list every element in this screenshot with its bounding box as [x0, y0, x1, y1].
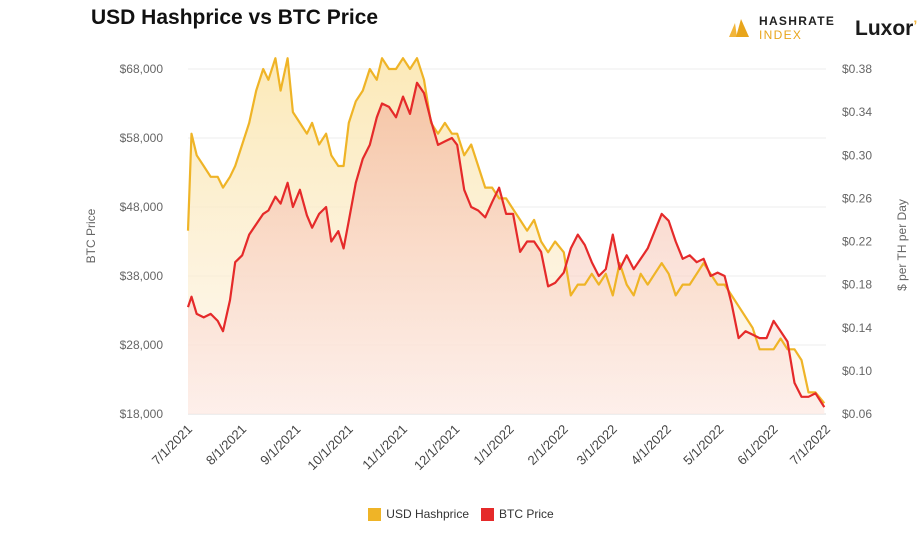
x-tick-label: 2/1/2022 [525, 422, 571, 468]
legend-swatch-hashprice [368, 507, 382, 521]
luxor-logo: Luxor’ [855, 17, 917, 41]
y-tick-label-left: $68,000 [120, 62, 164, 76]
x-tick-label: 11/1/2021 [359, 422, 410, 473]
y-axis-label-right: $ per TH per Day [895, 199, 909, 291]
y-tick-label-right: $0.30 [842, 148, 872, 162]
y-tick-label-right: $0.14 [842, 321, 872, 335]
right-axis-ticks: $0.06 $0.10 $0.14 $0.18 $0.22 $0.26 $0.30 $0.34… [842, 62, 872, 421]
x-tick-label: 5/1/2022 [680, 422, 726, 468]
x-tick-label: 9/1/2021 [257, 422, 303, 468]
x-tick-label: 10/1/2021 [304, 422, 356, 474]
legend: USD Hashprice BTC Price [0, 507, 922, 521]
hashrate-index-logo: HASHRATE INDEX [727, 14, 835, 42]
hashrate-index-icon [729, 19, 749, 37]
index-logo-text: INDEX [759, 28, 803, 42]
y-tick-label-right: $0.26 [842, 191, 872, 205]
y-tick-label-right: $0.10 [842, 364, 872, 378]
x-tick-label: 12/1/2021 [411, 422, 463, 474]
y-tick-label-right: $0.38 [842, 62, 872, 76]
x-tick-label: 1/1/2022 [470, 422, 516, 468]
left-axis-ticks: $18,000 $28,000 $38,000 $48,000 $58,000 $68,0… [120, 62, 164, 421]
x-tick-label: 8/1/2021 [203, 422, 249, 468]
hashprice-line [186, 57, 826, 404]
y-tick-label-left: $28,000 [120, 338, 164, 352]
y-tick-label-left: $18,000 [120, 407, 164, 421]
chart-title: USD Hashprice vs BTC Price [91, 6, 379, 29]
legend-label-btc-price: BTC Price [499, 507, 554, 521]
luxor-logo-mark: ’ [913, 17, 918, 33]
x-axis-ticks: 7/1/2021 8/1/2021 9/1/2021 10/1/2021 11/1/20… [149, 422, 833, 474]
y-tick-label-left: $48,000 [120, 200, 164, 214]
y-tick-label-right: $0.06 [842, 407, 872, 421]
legend-item-hashprice[interactable]: USD Hashprice [368, 507, 469, 521]
x-tick-label: 7/1/2021 [149, 422, 195, 468]
btc-price-area [188, 82, 825, 415]
luxor-logo-text: Luxor [855, 17, 914, 40]
x-tick-label: 6/1/2022 [734, 422, 780, 468]
y-tick-label-left: $38,000 [120, 269, 164, 283]
x-tick-label: 7/1/2022 [787, 422, 833, 468]
hashrate-logo-text: HASHRATE [759, 14, 836, 28]
chart-area: $18,000 $28,000 $38,000 $48,000 $58,000 $68,0… [84, 57, 909, 474]
x-tick-label: 3/1/2022 [573, 422, 619, 468]
y-tick-label-right: $0.34 [842, 105, 872, 119]
legend-swatch-btc-price [481, 507, 494, 521]
legend-item-btc-price[interactable]: BTC Price [481, 507, 554, 521]
y-axis-label-left: BTC Price [84, 208, 98, 263]
legend-label-hashprice: USD Hashprice [386, 507, 469, 521]
y-tick-label-left: $58,000 [120, 131, 164, 145]
y-tick-label-right: $0.18 [842, 278, 872, 292]
x-tick-label: 4/1/2022 [628, 422, 674, 468]
y-tick-label-right: $0.22 [842, 235, 872, 249]
btc-price-line [186, 81, 826, 408]
